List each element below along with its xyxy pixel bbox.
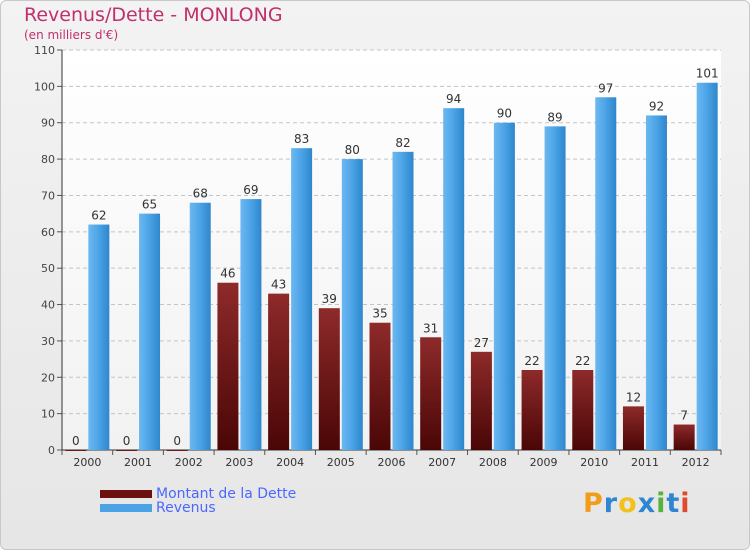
proxiti-logo: Proxiti	[583, 488, 691, 519]
bar-revenus	[493, 122, 515, 451]
data-label-dette: 0	[173, 434, 181, 448]
y-tick-label: 110	[34, 44, 55, 57]
data-label-dette: 46	[220, 267, 235, 281]
x-tick-label: 2007	[428, 456, 456, 469]
bar-dette	[622, 406, 644, 450]
x-tick-label: 2009	[530, 456, 558, 469]
data-label-dette: 0	[123, 434, 131, 448]
x-tick-label: 2001	[124, 456, 152, 469]
bar-revenus	[88, 224, 110, 450]
y-tick-label: 10	[41, 408, 55, 421]
data-label-revenus: 65	[142, 198, 157, 212]
y-tick-label: 70	[41, 189, 55, 202]
y-tick-label: 30	[41, 335, 55, 348]
bar-revenus	[645, 115, 667, 451]
y-tick-label: 100	[34, 80, 55, 93]
data-label-revenus: 92	[649, 99, 664, 113]
bar-revenus	[595, 97, 617, 450]
data-label-revenus: 101	[696, 67, 719, 81]
data-label-dette: 43	[271, 278, 286, 292]
data-label-dette: 22	[575, 354, 590, 368]
bar-dette	[369, 322, 391, 450]
bar-dette	[572, 370, 594, 450]
bar-revenus	[240, 199, 262, 450]
bar-dette	[268, 293, 290, 450]
data-label-revenus: 90	[497, 107, 512, 121]
chart-title: Revenus/Dette - MONLONG	[24, 4, 283, 26]
data-label-revenus: 69	[243, 183, 258, 197]
legend-swatch-revenus	[100, 504, 152, 512]
bar-dette	[673, 424, 695, 450]
data-label-dette: 0	[72, 434, 80, 448]
x-tick-label: 2005	[327, 456, 355, 469]
y-tick-label: 60	[41, 226, 55, 239]
x-tick-label: 2010	[580, 456, 608, 469]
data-label-revenus: 80	[345, 143, 360, 157]
bar-revenus	[544, 126, 566, 450]
x-tick-label: 2002	[175, 456, 203, 469]
bar-dette	[116, 450, 138, 451]
bar-dette	[65, 450, 87, 451]
bar-revenus	[443, 108, 465, 450]
legend-item-dette: Montant de la Dette	[100, 486, 296, 502]
data-label-dette: 7	[680, 409, 688, 423]
x-tick-label: 2006	[378, 456, 406, 469]
data-label-dette: 31	[423, 321, 438, 335]
y-tick-label: 80	[41, 153, 55, 166]
data-label-revenus: 97	[598, 81, 613, 95]
x-tick-label: 2008	[479, 456, 507, 469]
bar-dette	[420, 337, 442, 450]
y-tick-label: 0	[48, 444, 55, 457]
bar-revenus	[696, 82, 718, 451]
bar-revenus	[341, 159, 363, 450]
bar-dette	[318, 308, 340, 450]
bar-revenus	[392, 151, 414, 450]
data-label-revenus: 89	[547, 110, 562, 124]
x-tick-label: 2000	[73, 456, 101, 469]
bar-dette	[470, 351, 492, 450]
y-tick-label: 50	[41, 262, 55, 275]
plot-area	[62, 50, 721, 450]
bar-dette	[166, 450, 188, 451]
chart-subtitle: (en milliers d'€)	[24, 28, 119, 42]
bar-dette	[217, 282, 239, 450]
data-label-revenus: 62	[91, 209, 106, 223]
legend-label-revenus: Revenus	[156, 500, 216, 516]
data-label-dette: 22	[524, 354, 539, 368]
data-label-revenus: 94	[446, 92, 461, 106]
data-label-revenus: 82	[395, 136, 410, 150]
bar-revenus	[139, 213, 161, 450]
data-label-dette: 27	[474, 336, 489, 350]
y-tick-label: 40	[41, 299, 55, 312]
data-label-dette: 35	[372, 307, 387, 321]
bar-dette	[521, 370, 543, 450]
x-tick-label: 2011	[631, 456, 659, 469]
bar-revenus	[291, 148, 313, 450]
legend-item-revenus: Revenus	[100, 500, 216, 516]
x-tick-label: 2003	[225, 456, 253, 469]
bar-revenus	[189, 202, 211, 450]
x-tick-label: 2004	[276, 456, 304, 469]
data-label-dette: 12	[626, 390, 641, 404]
data-label-dette: 39	[322, 292, 337, 306]
data-label-revenus: 68	[193, 187, 208, 201]
data-label-revenus: 83	[294, 132, 309, 146]
y-tick-label: 20	[41, 371, 55, 384]
legend-swatch-dette	[100, 490, 152, 498]
x-tick-label: 2012	[682, 456, 710, 469]
legend-label-dette: Montant de la Dette	[156, 486, 297, 502]
y-tick-label: 90	[41, 117, 55, 130]
